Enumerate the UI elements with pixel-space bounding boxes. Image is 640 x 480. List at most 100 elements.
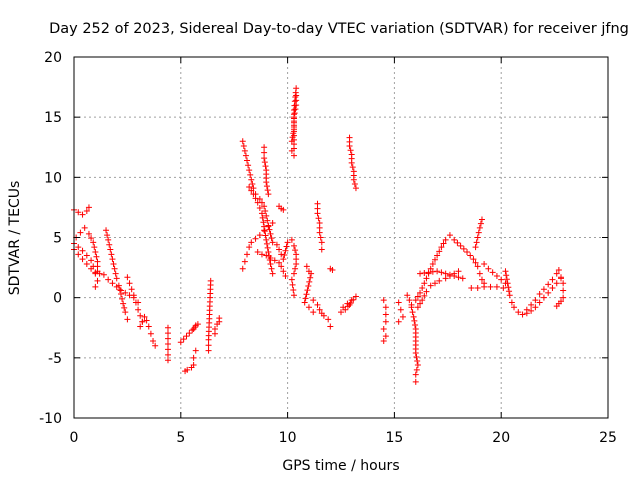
data-point [303,263,310,270]
data-point [263,179,270,186]
data-point [290,287,297,294]
data-point [105,236,112,243]
data-point [451,236,458,243]
data-point [549,285,556,292]
data-series-seg-early-a [71,204,92,218]
data-point [429,260,436,267]
data-point [545,289,552,296]
data-point [347,147,354,154]
data-point [468,285,475,292]
data-point [216,315,223,322]
data-point [380,297,387,304]
data-point [256,232,263,239]
data-point [508,299,515,306]
data-point [100,271,107,278]
data-point [280,206,287,213]
data-point [412,297,419,304]
data-point [523,306,530,313]
data-point [291,110,298,117]
data-point [558,298,565,305]
data-point [412,321,419,328]
data-point [417,270,424,277]
data-point [411,317,418,324]
data-point [164,335,171,342]
data-point [410,313,417,320]
data-point [472,244,479,251]
data-point [122,309,129,316]
data-point [472,259,479,266]
data-point [83,252,90,259]
data-series-seg-30 [417,268,466,282]
data-point [183,333,190,340]
data-point [457,242,464,249]
data-point [194,321,201,328]
data-point [427,282,434,289]
data-series-seg-32 [472,216,485,251]
data-point [281,251,288,258]
data-point [412,378,419,385]
data-point [263,183,270,190]
data-point [419,297,426,304]
y-tick-label: 0 [53,291,62,307]
data-point [413,366,420,373]
data-point [105,276,112,283]
data-point [467,252,474,259]
data-point [239,138,246,145]
data-point [560,287,567,294]
data-point [409,309,416,316]
data-point [423,288,430,295]
data-point [262,163,269,170]
data-point [506,288,513,295]
data-point [240,143,247,150]
data-point [141,313,148,320]
data-point [91,244,98,251]
data-point [164,324,171,331]
data-point [192,324,199,331]
data-point [124,316,131,323]
data-point [291,152,298,159]
data-series-seg-28 [408,232,453,308]
data-series-seg-10 [239,138,276,246]
data-point [476,224,483,231]
data-point [268,235,275,242]
data-point [94,277,101,284]
data-point [250,191,257,198]
data-point [429,268,436,275]
data-point [292,247,299,254]
data-series-seg-4 [137,313,159,349]
data-point [327,323,334,330]
data-point [351,180,358,187]
data-point [248,176,255,183]
data-point [382,304,389,311]
data-point [438,269,445,276]
data-series-seg-25 [380,297,389,344]
data-point [414,362,421,369]
data-point [292,106,299,113]
data-series-seg-16 [276,203,287,213]
data-point [487,283,494,290]
data-point [284,239,291,246]
data-point [304,287,311,294]
data-point [273,241,280,248]
data-series-seg-21 [310,297,334,330]
data-point [478,276,485,283]
data-point [317,234,324,241]
data-point [264,187,271,194]
data-point [150,337,157,344]
data-point [75,244,82,251]
data-point [205,342,212,349]
data-point [265,191,272,198]
data-point [79,247,86,254]
data-point [440,240,447,247]
data-point [382,333,389,340]
data-point [560,280,567,287]
data-point [560,294,567,301]
data-series-seg-34 [481,260,509,287]
data-point [382,311,389,318]
y-tick-label: 15 [44,110,62,126]
data-point [413,354,420,361]
data-point [307,274,314,281]
data-point [293,260,300,267]
data-point [511,304,518,311]
